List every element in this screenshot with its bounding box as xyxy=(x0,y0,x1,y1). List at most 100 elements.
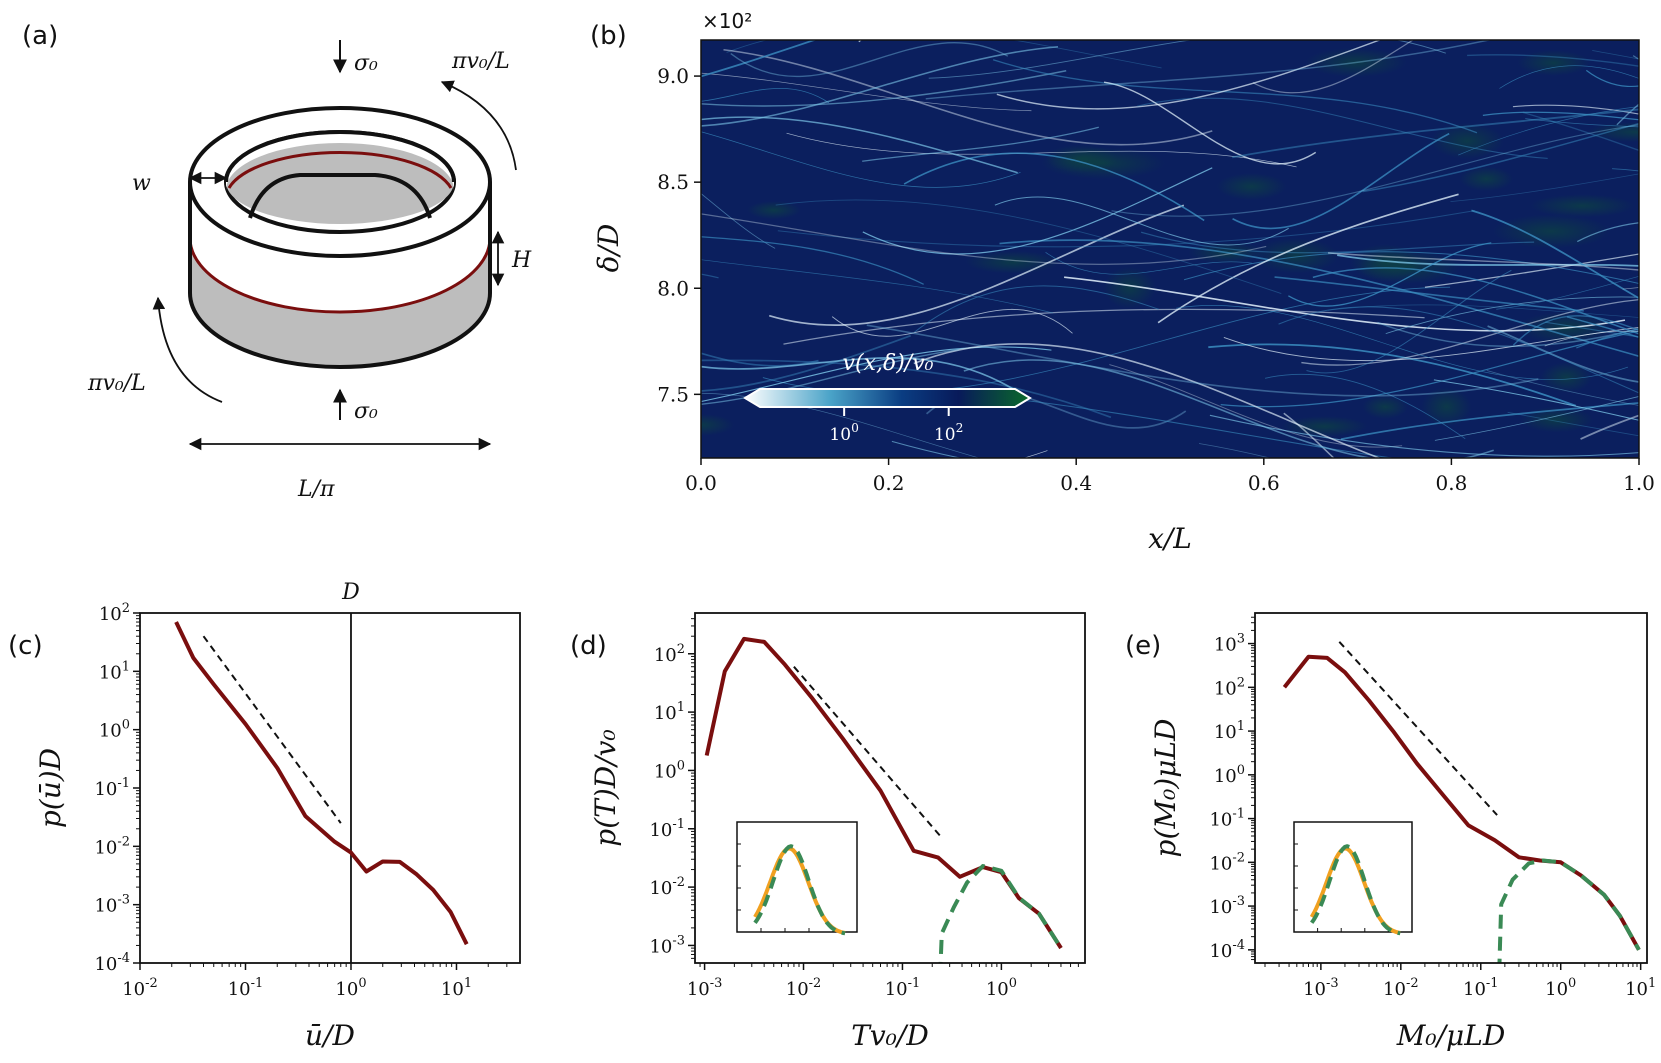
heatmap-streak xyxy=(925,40,1493,100)
outer-wall-outline xyxy=(188,182,492,369)
heatmap-patch xyxy=(1459,166,1514,192)
diameter-label: L/π xyxy=(297,477,335,502)
x-tick-label: 100 xyxy=(986,976,1017,1000)
panel-b: 0.0 0.2 0.4 0.6 0.8 1.07.58.08.59.0 ×10² x/L … xyxy=(592,9,1655,555)
x-tick-label: 101 xyxy=(441,976,472,1000)
heatmap-streak xyxy=(1209,414,1639,457)
inner-black-arc xyxy=(248,173,432,219)
series-line-data xyxy=(174,621,469,946)
heatmap-streak xyxy=(1140,231,1535,254)
x-tick-label: 10-1 xyxy=(228,976,264,1000)
heatmap-patch xyxy=(701,413,735,436)
rotation-top-label: πv₀/L xyxy=(451,49,510,74)
heatmap-patch xyxy=(1281,416,1368,437)
heatmap-streak xyxy=(1274,276,1584,312)
panel-e: 10-3 10-2 10-1 100 101 10-4 10-3 10-2 10-1 100 101… xyxy=(1149,612,1656,1052)
outer-red-line xyxy=(188,237,492,314)
rotation-bottom-arrow xyxy=(152,296,223,403)
heatmap-streak xyxy=(723,48,1213,146)
y-tick-label: 100 xyxy=(99,718,130,742)
heatmap-streak xyxy=(1487,325,1639,383)
y-tick-label: 101 xyxy=(1214,719,1245,743)
heatmap-streak xyxy=(1434,396,1639,441)
axes-frame xyxy=(139,612,521,964)
y-tick-label: 10-1 xyxy=(94,776,130,800)
heatmap-streak xyxy=(963,359,1494,458)
series-group xyxy=(174,613,469,963)
heatmap-streak xyxy=(701,352,819,367)
y-tick-label: 10-2 xyxy=(94,834,130,858)
heatmap-streak xyxy=(913,343,1382,458)
heatmap-patch xyxy=(1530,194,1635,218)
panel-b-ytick-label: 7.5 xyxy=(657,382,689,406)
y-tick-label: 102 xyxy=(1214,675,1245,699)
heatmap-streak xyxy=(1109,364,1403,448)
heatmap-streak xyxy=(1312,267,1639,335)
heatmap-streak xyxy=(701,40,818,78)
y-tick-label: 102 xyxy=(654,642,685,666)
x-tick-label: 10-2 xyxy=(122,976,158,1000)
y-tick-label: 100 xyxy=(1214,763,1245,787)
sigma-top-label: σ₀ xyxy=(354,51,378,76)
series-line-fit xyxy=(938,864,1063,963)
heatmap-streak xyxy=(992,59,1478,134)
panel-letter-d: (d) xyxy=(570,631,607,661)
x-tick-label: 10-3 xyxy=(1303,976,1339,1000)
outer-wall-white-band xyxy=(190,182,490,312)
heatmap-streak xyxy=(1482,111,1639,121)
y-tick-label: 100 xyxy=(654,758,685,782)
heatmap-streak xyxy=(769,204,1185,326)
inner-red-line xyxy=(227,151,453,189)
panel-c: 10-2 10-1 100 101 10-4 10-3 10-2 10-1 100 101 102 D… xyxy=(34,580,521,1052)
heatmap-streak xyxy=(726,40,1162,69)
heatmap-streak xyxy=(701,70,1067,107)
annulus-schematic: σ₀ σ₀ πv₀/L πv₀/L w H L/π xyxy=(87,40,532,502)
rotation-bottom-label: πv₀/L xyxy=(87,371,146,396)
heatmap-streak xyxy=(775,199,1282,294)
heatmap-patch xyxy=(1430,123,1504,160)
panel-b-ylabel: δ/D xyxy=(592,224,625,273)
heatmap-streak xyxy=(1433,379,1639,421)
heatmap-streak xyxy=(996,40,1382,110)
heatmap-streak xyxy=(1288,242,1492,307)
panel-d: 10-3 10-2 10-1 100 10-3 10-2 10-1 100 101 102 Tv₀/… xyxy=(589,612,1086,1052)
heatmap-streak xyxy=(1103,81,1317,165)
colorbar-label: v(x,δ)/v₀ xyxy=(843,351,934,376)
heatmap-streak xyxy=(701,45,1059,127)
y-tick-label: 10-4 xyxy=(1209,938,1245,962)
panel-letter-e: (e) xyxy=(1125,631,1161,661)
y-tick-label: 10-3 xyxy=(94,893,130,917)
heatmap-patch xyxy=(1517,50,1591,76)
w-label: w xyxy=(132,171,151,196)
heatmap-streak xyxy=(701,116,1018,174)
y-axis-label: p(M₀)μLD xyxy=(1149,719,1182,858)
heatmap-streak xyxy=(1283,412,1335,458)
H-label: H xyxy=(511,248,532,273)
heatmap-streak xyxy=(1327,304,1639,318)
heatmap-streak xyxy=(783,308,1425,345)
heatmap-streak xyxy=(862,126,1099,162)
heatmap-streak xyxy=(1198,443,1272,458)
heatmap-streak xyxy=(1157,193,1459,324)
panel-b-axes: 0.0 0.2 0.4 0.6 0.8 1.0 7.5 8.0 8.5 9.0 xyxy=(657,64,1655,495)
heatmap-patch xyxy=(1358,250,1461,284)
heatmap-streak xyxy=(701,334,911,392)
heatmap-frame xyxy=(700,39,1640,459)
inset xyxy=(1293,821,1413,936)
heatmap-streak xyxy=(914,285,1159,333)
heatmap-streak xyxy=(1306,269,1512,374)
colorbar: v(x,δ)/v₀ 100 102 xyxy=(743,351,1032,445)
y-axis-label: p(T)D/v₀ xyxy=(589,729,622,846)
x-tick-label: 101 xyxy=(1625,976,1656,1000)
panel-letter-b: (b) xyxy=(590,21,627,51)
heatmap-streak xyxy=(1362,122,1639,193)
heatmap-streak xyxy=(1545,321,1639,338)
heatmap-streak xyxy=(701,72,1032,112)
series-group xyxy=(1282,641,1641,963)
heatmap-patch xyxy=(1421,387,1472,427)
panel-b-xtick-label: 1.0 xyxy=(1623,471,1655,495)
series-group xyxy=(704,636,1063,963)
heatmap-streak xyxy=(777,210,1475,248)
heatmap-streak xyxy=(1327,252,1639,271)
